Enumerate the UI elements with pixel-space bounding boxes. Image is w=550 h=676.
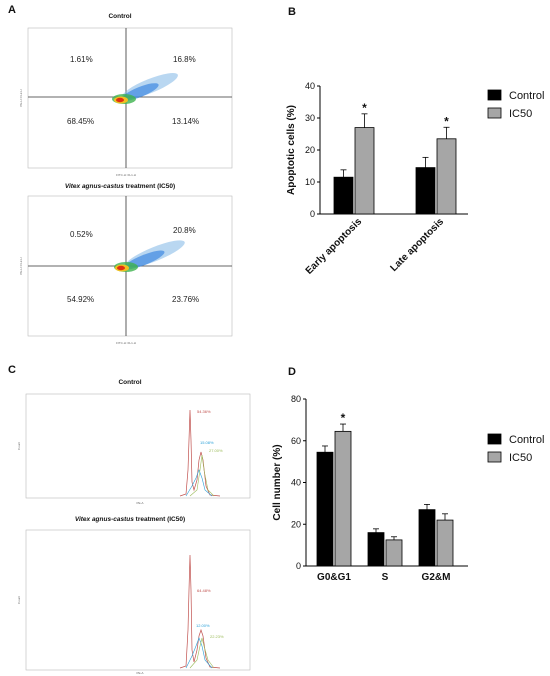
- panel-letter-b: B: [288, 6, 296, 18]
- histogram-2-frame: [25, 529, 251, 671]
- apoptosis-ytick-label-4: 40: [305, 81, 315, 91]
- flow-plot-1-lr: 13.14%: [172, 117, 199, 126]
- flow-plot-2-ylabel: PE-H::FL2-H: [19, 257, 23, 274]
- panel-letter-a: A: [8, 4, 16, 16]
- histogram-2-g2m-label: 22.23%: [210, 634, 224, 639]
- histogram-1-trace-red: [179, 409, 221, 497]
- histogram-1-g2m-label: 27.00%: [209, 448, 223, 453]
- apoptosis-legend-label-1: IC50: [509, 108, 532, 120]
- panel-letter-c: C: [8, 364, 16, 376]
- apoptosis-legend-swatch-0: [487, 89, 502, 101]
- histogram-1-frame: [25, 393, 251, 499]
- cell-cycle-ytick-label-2: 40: [291, 478, 301, 488]
- cell-cycle-ytick-label-3: 60: [291, 436, 301, 446]
- cell-cycle-ytick-label-4: 80: [291, 394, 301, 404]
- cell-cycle-legend-swatch-0: [487, 433, 502, 445]
- flow-plot-1-ur: 16.8%: [173, 55, 196, 64]
- cell-cycle-bar-2-1: [436, 519, 454, 567]
- apoptosis-ylabel: Apoptotic cells (%): [286, 105, 297, 195]
- cell-cycle-bar-0-1: [334, 430, 352, 567]
- histogram-2-trace-red: [179, 554, 221, 669]
- histogram-1-s-label: 15.08%: [200, 440, 214, 445]
- cell-cycle-legend-label-1: IC50: [509, 452, 532, 464]
- histogram-1-title: Control: [118, 379, 142, 386]
- apoptosis-legend-swatch-1: [487, 107, 502, 119]
- cell-cycle-xtick-label-2: G2&M: [422, 572, 451, 583]
- histogram-1-xlabel: PE-A: [136, 501, 143, 505]
- histogram-2-s-label: 12.00%: [196, 623, 210, 628]
- flow-plot-2-ur: 20.8%: [173, 226, 196, 235]
- cell-cycle-bar-1-1: [385, 539, 403, 567]
- flow-plot-1-xlabel: FITC-H::FL1-H: [116, 173, 136, 177]
- flow-plot-2-ll: 54.92%: [67, 295, 94, 304]
- flow-plot-2-ul: 0.52%: [70, 230, 93, 239]
- cell-cycle-bar-2-0: [418, 509, 436, 567]
- apoptosis-significance-0-1: *: [362, 101, 367, 115]
- apoptosis-ytick-label-2: 20: [305, 145, 315, 155]
- flow-plot-1-cloud: [112, 73, 178, 104]
- cell-cycle-bar-1-0: [367, 532, 385, 567]
- histogram-2-trace-blue: [185, 637, 213, 669]
- panel-letter-d: D: [288, 366, 296, 378]
- flow-plot-1-title: Control: [108, 13, 132, 20]
- histogram-2-xlabel: PE-A: [136, 671, 143, 675]
- histogram-1-g0g1-label: 54.36%: [197, 409, 211, 414]
- cell-cycle-legend-swatch-1: [487, 451, 502, 463]
- apoptosis-significance-1-1: *: [444, 114, 449, 128]
- apoptosis-ytick-label-1: 10: [305, 177, 315, 187]
- cell-cycle-xtick-label-1: S: [382, 572, 389, 583]
- histogram-1-trace-blue: [185, 469, 213, 497]
- flow-plot-2-cloud: [114, 240, 185, 272]
- flow-plot-1-ylabel: PE-H::FL2-H: [19, 89, 23, 106]
- histogram-2-trace-green: [189, 637, 215, 669]
- cell-cycle-legend-label-0: Control: [509, 434, 544, 446]
- cell-cycle-bar-0-0: [316, 451, 334, 567]
- apoptosis-legend-label-0: Control: [509, 90, 544, 102]
- cell-cycle-xtick-label-0: G0&G1: [317, 572, 351, 583]
- cell-cycle-ytick-label-1: 20: [291, 519, 301, 529]
- flow-plot-2-lr: 23.76%: [172, 295, 199, 304]
- cell-cycle-ylabel: Cell number (%): [272, 444, 283, 520]
- flow-plot-2-xlabel: FITC-H::FL1-H: [116, 341, 136, 345]
- apoptosis-ytick-label-3: 30: [305, 113, 315, 123]
- histogram-1-ylabel: Count: [17, 442, 21, 450]
- histogram-2-g0g1-label: 64.48%: [197, 588, 211, 593]
- flow-plot-1-ul: 1.61%: [70, 55, 93, 64]
- cell-cycle-ytick-label-0: 0: [296, 561, 301, 571]
- flow-plot-2-title: Vitex agnus-castus treatment (IC50): [64, 183, 176, 190]
- cell-cycle-significance-0-1: *: [341, 411, 346, 425]
- histogram-1-trace-green: [189, 454, 215, 497]
- histogram-2-title: Vitex agnus-castus treatment (IC50): [74, 516, 186, 523]
- flow-plot-1-ll: 68.45%: [67, 117, 94, 126]
- apoptosis-ytick-label-0: 0: [310, 209, 315, 219]
- histogram-2-ylabel: Count: [17, 596, 21, 604]
